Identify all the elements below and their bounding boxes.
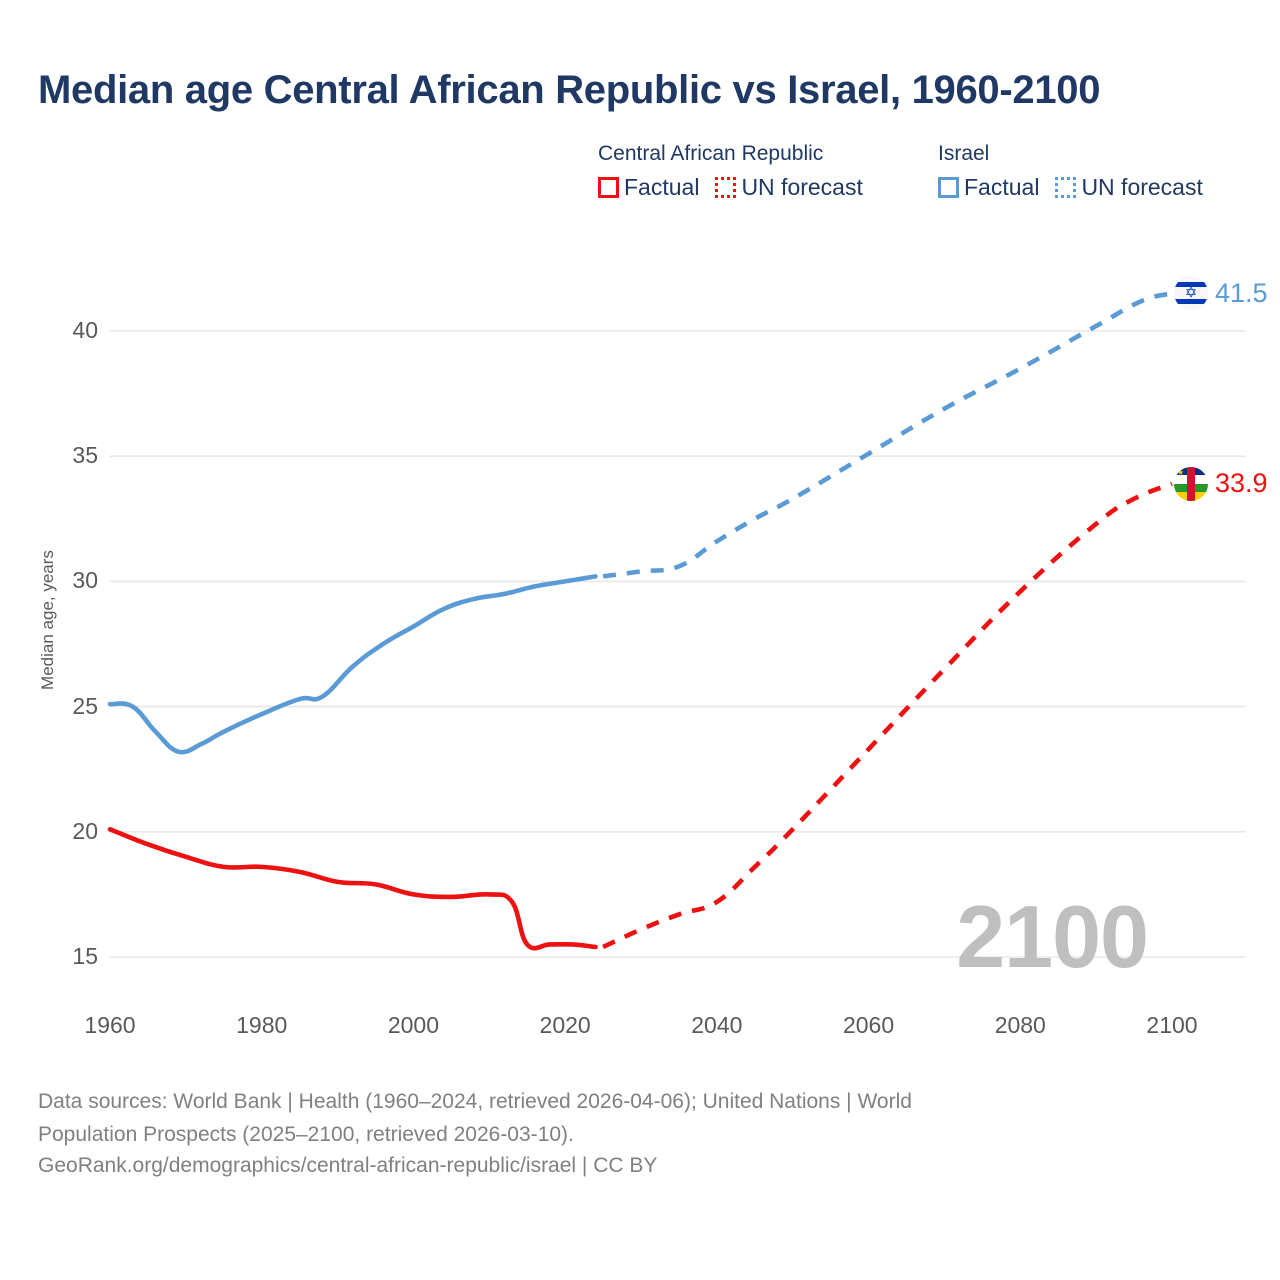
footer-line-2: Population Prospects (2025–2100, retriev…: [38, 1123, 574, 1147]
legend-group-israel: Israel Factual UN forecast: [938, 142, 1248, 201]
legend-country-label: Israel: [938, 142, 990, 165]
x-tick-label: 2040: [691, 1012, 743, 1038]
series-line-factual: [107, 574, 598, 755]
legend-group-central-african-republic: Central African Republic Factual UN fore…: [598, 142, 938, 201]
footer-line-1: Data sources: World Bank | Health (1960–…: [38, 1090, 912, 1113]
y-tick-label: 30: [72, 567, 98, 594]
end-label-value: 33.9: [1215, 468, 1268, 499]
legend-swatch-solid-icon: [598, 177, 619, 198]
y-tick-label: 40: [72, 317, 98, 343]
x-tick-label: 2020: [539, 1012, 591, 1038]
central-african-republic-flag-icon: ★: [1174, 466, 1208, 501]
end-label-central-african-republic: ★ 33.9: [1174, 466, 1268, 501]
legend-item-car-un-forecast[interactable]: UN forecast: [715, 174, 863, 201]
end-label-value: 41.5: [1215, 277, 1268, 308]
end-label-israel: ✡ 41.5: [1174, 276, 1268, 311]
legend-item-label: UN forecast: [741, 174, 863, 200]
israel-flag-icon: ✡: [1174, 276, 1208, 311]
legend-item-car-factual[interactable]: Factual: [598, 174, 699, 201]
legend-item-label: UN forecast: [1081, 174, 1203, 200]
y-tick-label: 20: [72, 817, 98, 844]
year-watermark: 2100: [956, 887, 1149, 986]
y-tick-label: 15: [72, 943, 98, 969]
series-line-factual: [107, 827, 598, 951]
page-title: Median age Central African Republic vs I…: [38, 68, 1101, 112]
x-tick-label: 2080: [994, 1012, 1046, 1038]
chart-legend: Central African Republic Factual UN fore…: [598, 142, 1258, 201]
x-tick-label: 1980: [236, 1012, 288, 1038]
y-tick-label: 25: [72, 692, 98, 719]
x-tick-label: 2100: [1146, 1012, 1198, 1038]
legend-country-label: Central African Republic: [598, 142, 824, 165]
legend-swatch-solid-icon: [938, 177, 959, 198]
series-line-forecast: [602, 291, 1173, 579]
x-tick-label: 2000: [387, 1012, 439, 1038]
series-line-forecast: [602, 481, 1173, 950]
legend-swatch-dotted-icon: [715, 177, 737, 198]
legend-item-israel-un-forecast[interactable]: UN forecast: [1055, 174, 1203, 201]
footer-line-3: GeoRank.org/demographics/central-african…: [38, 1154, 658, 1178]
legend-item-label: Factual: [964, 174, 1040, 200]
x-tick-label: 1960: [84, 1012, 136, 1038]
legend-item-israel-factual[interactable]: Factual: [938, 174, 1039, 201]
y-tick-label: 35: [72, 442, 98, 469]
legend-swatch-dotted-icon: [1055, 177, 1077, 198]
footer-sources: Data sources: World Bank | Health (1960–…: [38, 1086, 1168, 1181]
legend-item-label: Factual: [624, 174, 700, 200]
x-tick-label: 2060: [842, 1012, 895, 1038]
